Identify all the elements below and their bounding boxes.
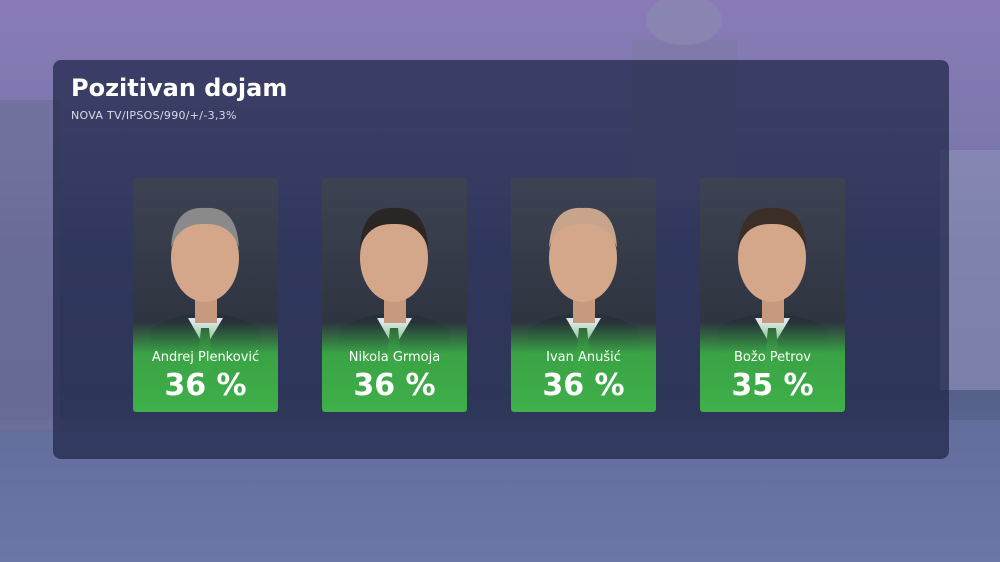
candidate-name: Nikola Grmoja (348, 350, 441, 365)
candidate-result: 35 % (731, 368, 814, 403)
green-footer (322, 322, 467, 412)
candidate-name: Ivan Anušić (546, 350, 621, 365)
candidate-name: Andrej Plenković (151, 350, 260, 365)
subtitle: NOVA TV/IPSOS/990/+/-3,3% (71, 109, 237, 122)
candidate-result: 36 % (542, 368, 625, 403)
candidate-result: 36 % (164, 368, 247, 403)
green-footer (511, 322, 656, 412)
candidate-card: Ivan Anušić 36 % (511, 178, 656, 412)
candidate-result: 36 % (353, 368, 436, 403)
candidate-name: Božo Petrov (734, 350, 811, 365)
green-footer (133, 322, 278, 412)
candidate-card: Božo Petrov 35 % (700, 178, 845, 412)
candidate-card: Nikola Grmoja 36 % (322, 178, 467, 412)
title: Pozitivan dojam (71, 74, 288, 102)
candidate-card: Andrej Plenković 36 % (133, 178, 278, 412)
green-footer (700, 322, 845, 412)
